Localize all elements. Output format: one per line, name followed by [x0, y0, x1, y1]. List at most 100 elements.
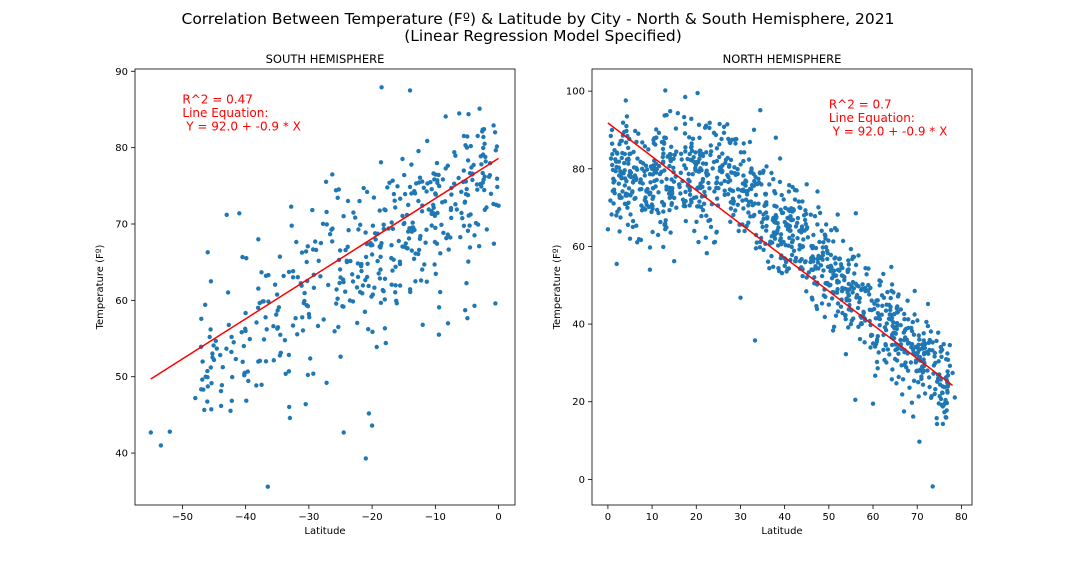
scatter-point [905, 368, 911, 373]
scatter-point [617, 229, 622, 234]
scatter-point [363, 230, 368, 235]
scatter-point [648, 180, 653, 185]
scatter-point [424, 189, 429, 194]
scatter-point [731, 212, 736, 218]
scatter-point [687, 135, 692, 140]
scatter-point [889, 377, 894, 382]
scatter-point [218, 403, 224, 409]
scatter-point [728, 157, 734, 163]
scatter-point [338, 354, 343, 359]
scatter-point [933, 387, 938, 392]
scatter-point [825, 248, 830, 253]
scatter-point [633, 195, 638, 201]
scatter-point [289, 204, 294, 209]
scatter-point [731, 199, 736, 204]
scatter-point [483, 154, 488, 160]
scatter-point [424, 279, 429, 284]
scatter-point [875, 366, 880, 371]
scatter-point [647, 172, 653, 177]
scatter-point [759, 220, 764, 225]
scatter-point [228, 408, 233, 413]
scatter-point [609, 127, 615, 133]
scatter-point [344, 259, 350, 265]
scatter-point [855, 305, 861, 311]
x-tick-label: 60 [867, 512, 880, 523]
scatter-point [740, 187, 746, 192]
scatter-point [400, 213, 405, 219]
scatter-point [416, 198, 421, 204]
y-tick-label: 50 [115, 372, 128, 383]
scatter-point [800, 273, 805, 279]
scatter-point [864, 272, 869, 277]
scatter-point [214, 346, 219, 351]
scatter-point [226, 322, 231, 328]
scatter-point [902, 362, 907, 368]
scatter-point [846, 262, 851, 267]
scatter-point [927, 384, 932, 390]
scatter-point [637, 187, 642, 192]
scatter-point [819, 301, 825, 306]
scatter-point [429, 187, 434, 192]
scatter-point [413, 279, 418, 284]
scatter-point [453, 202, 458, 207]
scatter-point [945, 390, 950, 395]
scatter-point [889, 334, 895, 339]
scatter-point [230, 374, 235, 380]
scatter-point [286, 269, 292, 275]
scatter-point [635, 156, 640, 161]
scatter-point [786, 189, 792, 194]
scatter-point [301, 300, 306, 306]
scatter-point [932, 354, 937, 359]
scatter-point [764, 223, 769, 229]
scatter-point [820, 250, 826, 255]
scatter-point [237, 211, 242, 216]
scatter-point [330, 172, 335, 177]
scatter-point [461, 168, 466, 173]
scatter-point [370, 292, 375, 297]
scatter-point [916, 394, 921, 399]
scatter-point [891, 320, 896, 325]
scatter-point [263, 359, 269, 364]
scatter-point [391, 191, 397, 197]
scatter-point [402, 172, 407, 178]
scatter-point [888, 304, 893, 310]
scatter-point [698, 204, 704, 210]
scatter-point [306, 311, 312, 317]
scatter-point [746, 157, 752, 162]
scatter-point [627, 236, 633, 241]
scatter-point [888, 295, 893, 301]
scatter-point [493, 301, 498, 306]
scatter-point [835, 287, 840, 292]
scatter-point [829, 228, 834, 233]
scatter-point [610, 188, 615, 194]
scatter-point [868, 345, 873, 350]
scatter-point [787, 235, 792, 241]
scatter-point [674, 149, 679, 154]
scatter-point [624, 179, 629, 184]
scatter-point [634, 223, 639, 228]
scatter-point [205, 384, 210, 389]
scatter-point [662, 222, 667, 228]
scatter-point [392, 198, 397, 203]
scatter-point [650, 186, 656, 191]
scatter-point [821, 240, 826, 245]
regression-annotation-line: Y = 92.0 + -0.9 * X [829, 125, 948, 139]
scatter-point [764, 164, 769, 169]
scatter-point [626, 156, 631, 161]
scatter-point [207, 334, 212, 340]
scatter-point [482, 187, 487, 193]
scatter-point [877, 316, 883, 322]
scatter-point [644, 189, 649, 194]
scatter-point [727, 178, 733, 183]
scatter-point [874, 359, 880, 365]
scatter-point [818, 263, 824, 268]
scatter-point [671, 179, 677, 184]
scatter-point [713, 132, 719, 138]
scatter-point [884, 360, 889, 365]
scatter-point [926, 340, 931, 345]
scatter-point [275, 326, 280, 331]
scatter-point [341, 279, 346, 285]
scatter-point [167, 429, 172, 434]
scatter-point [830, 328, 836, 333]
scatter-point [799, 226, 804, 232]
